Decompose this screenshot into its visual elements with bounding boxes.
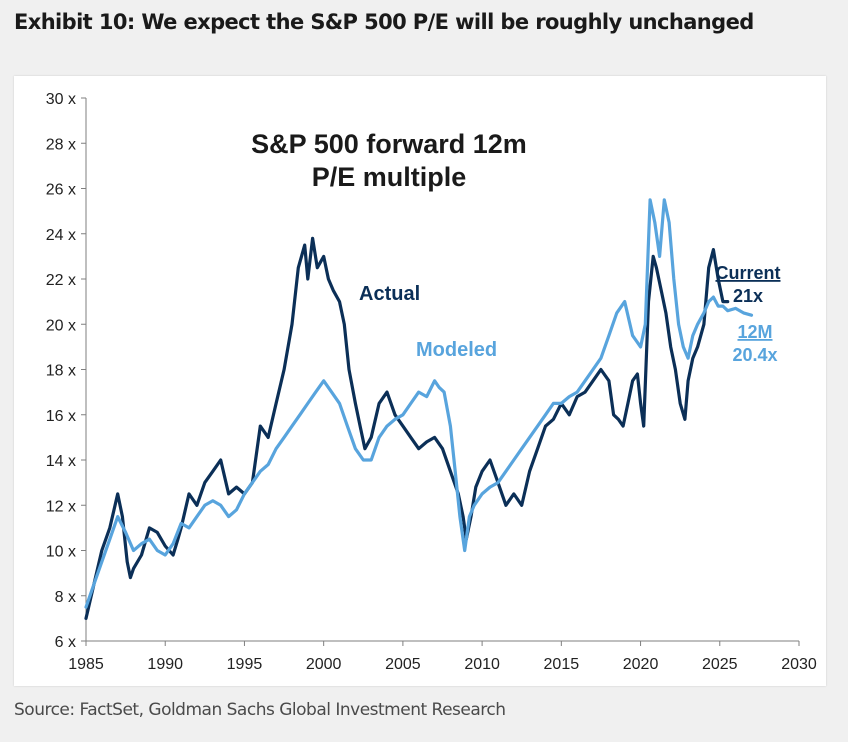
series-line-modeled bbox=[84, 198, 754, 609]
x-tick-label: 2030 bbox=[781, 656, 817, 673]
y-tick-label: 30 x bbox=[46, 91, 76, 108]
series-group bbox=[84, 198, 754, 621]
x-tick-label: 1990 bbox=[147, 656, 183, 673]
x-tick-label: 2000 bbox=[306, 656, 342, 673]
modeled-12m-value: 20.4x bbox=[732, 345, 777, 365]
y-tick-label: 16 x bbox=[46, 408, 76, 425]
x-tick-label: 2025 bbox=[702, 656, 738, 673]
y-tick-label: 20 x bbox=[46, 317, 76, 334]
exhibit-title: Exhibit 10: We expect the S&P 500 P/E wi… bbox=[14, 10, 754, 34]
axes: 6 x 8 x 10 x 12 x 14 x 16 x 18 x 20 x 22 x 24 x 26… bbox=[46, 91, 817, 673]
y-tick-label: 28 x bbox=[46, 136, 76, 153]
chart-labels: S&P 500 forward 12m P/E multiple Actual … bbox=[251, 129, 780, 365]
pe-chart: 6 x 8 x 10 x 12 x 14 x 16 x 18 x 20 x 22 x 24 x 26… bbox=[46, 91, 817, 673]
x-tick-label: 2005 bbox=[385, 656, 421, 673]
y-tick-label: 24 x bbox=[46, 227, 76, 244]
x-tick-label: 1985 bbox=[68, 656, 104, 673]
y-tick-label: 22 x bbox=[46, 272, 76, 289]
y-tick-label: 18 x bbox=[46, 363, 76, 380]
chart-title-line-1: S&P 500 forward 12m bbox=[251, 129, 527, 159]
modeled-series-label: Modeled bbox=[416, 339, 497, 361]
actual-series-label: Actual bbox=[359, 283, 420, 305]
y-tick-label: 6 x bbox=[55, 634, 76, 651]
x-tick-label: 2010 bbox=[464, 656, 500, 673]
current-value: 21x bbox=[733, 286, 763, 306]
chart-panel: 6 x 8 x 10 x 12 x 14 x 16 x 18 x 20 x 22 x 24 x 26… bbox=[14, 76, 826, 686]
source-note: Source: FactSet, Goldman Sachs Global In… bbox=[14, 700, 506, 720]
y-tick-label: 14 x bbox=[46, 453, 76, 470]
x-tick-label: 1995 bbox=[227, 656, 263, 673]
y-tick-label: 10 x bbox=[46, 544, 76, 561]
y-tick-label: 12 x bbox=[46, 498, 76, 515]
x-tick-label: 2015 bbox=[544, 656, 580, 673]
chart-title-line-2: P/E multiple bbox=[312, 162, 467, 192]
x-tick-label: 2020 bbox=[623, 656, 659, 673]
y-tick-label: 26 x bbox=[46, 182, 76, 199]
y-tick-label: 8 x bbox=[55, 589, 76, 606]
current-label: Current bbox=[715, 263, 780, 283]
series-line-actual bbox=[84, 236, 730, 621]
modeled-12m-label: 12M bbox=[737, 322, 772, 342]
